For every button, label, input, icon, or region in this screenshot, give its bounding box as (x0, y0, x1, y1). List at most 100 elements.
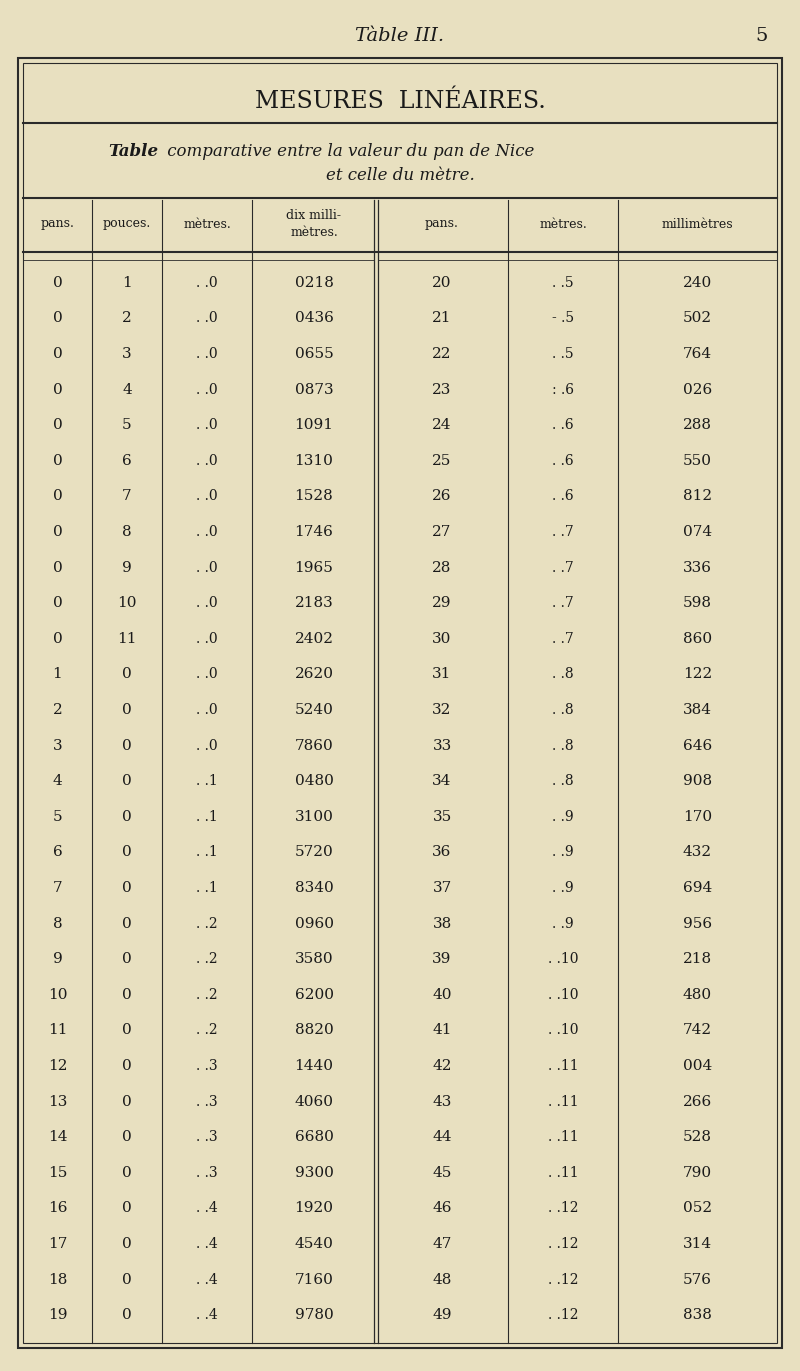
Text: 41: 41 (432, 1023, 452, 1038)
Text: 4060: 4060 (294, 1094, 334, 1109)
Text: 0655: 0655 (294, 347, 334, 361)
Text: 0: 0 (53, 311, 62, 325)
Text: . .4: . .4 (196, 1237, 218, 1250)
Text: 34: 34 (432, 775, 452, 788)
Text: 764: 764 (683, 347, 712, 361)
Text: 6200: 6200 (294, 987, 334, 1002)
Text: 8: 8 (53, 917, 62, 931)
Text: pans.: pans. (41, 218, 74, 230)
Text: 8340: 8340 (294, 882, 334, 895)
Text: MESURES  LINÉAIRES.: MESURES LINÉAIRES. (254, 90, 546, 114)
Text: 742: 742 (683, 1023, 712, 1038)
Text: 6: 6 (53, 846, 62, 860)
Text: . .3: . .3 (196, 1094, 218, 1109)
Text: 39: 39 (432, 953, 452, 967)
Text: . .10: . .10 (548, 987, 578, 1002)
Text: 43: 43 (432, 1094, 452, 1109)
Text: 2: 2 (122, 311, 132, 325)
Text: 45: 45 (432, 1165, 452, 1180)
Text: . .3: . .3 (196, 1165, 218, 1180)
Text: 2402: 2402 (294, 632, 334, 646)
Text: pans.: pans. (425, 218, 459, 230)
Text: . .3: . .3 (196, 1058, 218, 1073)
Text: . .5: . .5 (552, 347, 574, 361)
Text: 0: 0 (122, 987, 132, 1002)
Text: . .0: . .0 (196, 668, 218, 681)
Text: 17: 17 (48, 1237, 67, 1250)
Text: 5: 5 (53, 810, 62, 824)
Text: 0436: 0436 (294, 311, 334, 325)
Text: . .1: . .1 (196, 846, 218, 860)
Text: . .7: . .7 (552, 596, 574, 610)
Text: 29: 29 (432, 596, 452, 610)
Text: 646: 646 (683, 739, 712, 753)
Text: . .10: . .10 (548, 1023, 578, 1038)
Text: 8820: 8820 (294, 1023, 334, 1038)
Text: 812: 812 (683, 489, 712, 503)
Text: . .9: . .9 (552, 810, 574, 824)
Text: 8: 8 (122, 525, 132, 539)
Text: 11: 11 (118, 632, 137, 646)
Text: . .0: . .0 (196, 561, 218, 574)
Text: . .12: . .12 (548, 1237, 578, 1250)
Text: 266: 266 (683, 1094, 712, 1109)
Text: 314: 314 (683, 1237, 712, 1250)
Text: 0: 0 (122, 1058, 132, 1073)
Text: 7160: 7160 (294, 1272, 334, 1286)
Text: 074: 074 (683, 525, 712, 539)
Text: 7: 7 (53, 882, 62, 895)
Text: 0960: 0960 (294, 917, 334, 931)
Text: . .12: . .12 (548, 1201, 578, 1216)
Text: 502: 502 (683, 311, 712, 325)
Text: 6: 6 (122, 454, 132, 468)
Text: . .0: . .0 (196, 489, 218, 503)
Text: 004: 004 (683, 1058, 712, 1073)
Text: . .11: . .11 (548, 1130, 578, 1145)
Text: 0: 0 (122, 703, 132, 717)
Text: 528: 528 (683, 1130, 712, 1145)
Text: 288: 288 (683, 418, 712, 432)
Text: 49: 49 (432, 1308, 452, 1322)
Text: 27: 27 (432, 525, 452, 539)
Text: 1440: 1440 (294, 1058, 334, 1073)
Text: 37: 37 (432, 882, 452, 895)
Text: . .0: . .0 (196, 311, 218, 325)
Text: 1528: 1528 (294, 489, 334, 503)
Text: 38: 38 (432, 917, 452, 931)
Text: . .1: . .1 (196, 882, 218, 895)
Text: 0: 0 (53, 596, 62, 610)
Text: 9: 9 (122, 561, 132, 574)
Text: . .3: . .3 (196, 1130, 218, 1145)
Text: 14: 14 (48, 1130, 67, 1145)
Text: 36: 36 (432, 846, 452, 860)
Text: 46: 46 (432, 1201, 452, 1216)
Text: 48: 48 (432, 1272, 452, 1286)
Text: pouces.: pouces. (103, 218, 151, 230)
Text: . .6: . .6 (552, 454, 574, 468)
Text: 0: 0 (53, 632, 62, 646)
Text: 4: 4 (53, 775, 62, 788)
Text: 33: 33 (432, 739, 452, 753)
Text: 0: 0 (122, 846, 132, 860)
Text: 5: 5 (756, 27, 768, 45)
Text: 1: 1 (122, 276, 132, 289)
Text: 3: 3 (122, 347, 132, 361)
Text: 052: 052 (683, 1201, 712, 1216)
Text: 0: 0 (122, 1023, 132, 1038)
Text: 0: 0 (122, 668, 132, 681)
Text: . .0: . .0 (196, 418, 218, 432)
Text: 0: 0 (122, 775, 132, 788)
Text: 550: 550 (683, 454, 712, 468)
Text: . .0: . .0 (196, 276, 218, 289)
Text: 4540: 4540 (294, 1237, 334, 1250)
Text: 1746: 1746 (294, 525, 334, 539)
Text: . .5: . .5 (552, 276, 574, 289)
Text: 122: 122 (683, 668, 712, 681)
Text: . .2: . .2 (196, 953, 218, 967)
Text: . .0: . .0 (196, 703, 218, 717)
Text: . .4: . .4 (196, 1201, 218, 1216)
Text: 13: 13 (48, 1094, 67, 1109)
Text: 2620: 2620 (294, 668, 334, 681)
Text: . .2: . .2 (196, 917, 218, 931)
Text: . .8: . .8 (552, 775, 574, 788)
